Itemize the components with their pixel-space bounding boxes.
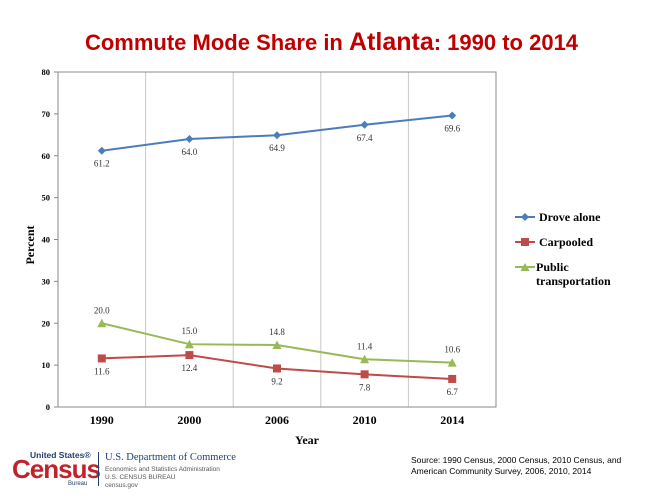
logo-bureau: Bureau xyxy=(68,481,88,487)
drove-alone-point xyxy=(360,120,369,129)
title-rest: : 1990 to 2014 xyxy=(433,30,579,55)
public-transportation-data-label: 10.6 xyxy=(444,345,460,355)
source-line-2: American Community Survey, 2006, 2010, 2… xyxy=(411,466,592,476)
legend: Drove alone Carpooled Public transportat… xyxy=(515,210,611,288)
carpooled-point xyxy=(360,370,369,379)
x-tick-label: 2010 xyxy=(353,413,377,427)
gridlines xyxy=(145,72,409,407)
logo-census: Census xyxy=(12,454,101,484)
chart-title: Commute Mode Share in Atlanta: 1990 to 2… xyxy=(0,28,663,57)
drove-alone-point xyxy=(448,111,457,120)
y-axis-label: Percent xyxy=(23,225,37,264)
drove-alone-point xyxy=(97,146,106,155)
legend-carpooled-marker xyxy=(521,238,529,246)
carpooled-data-label: 11.6 xyxy=(94,366,110,376)
carpooled-data-label: 9.2 xyxy=(271,376,282,386)
x-tick-label: 2006 xyxy=(265,413,289,427)
carpooled-data-label: 7.8 xyxy=(359,382,371,392)
logo-department: U.S. Department of Commerce xyxy=(105,452,236,463)
line-chart: 0 10 20 30 40 50 60 70 80 1990 2000 2006 2010 2014 6… xyxy=(23,67,611,447)
x-axis-label: Year xyxy=(295,433,320,447)
title-main: Commute Mode Share in xyxy=(84,30,349,55)
logo-divider xyxy=(98,452,99,486)
y-tick-label: 70 xyxy=(42,109,51,119)
y-tick-label: 30 xyxy=(42,276,51,286)
y-tick-label: 10 xyxy=(42,360,51,370)
source-line-1: Source: 1990 Census, 2000 Census, 2010 C… xyxy=(411,455,622,465)
carpooled-data-label: 12.4 xyxy=(182,363,198,373)
legend-public-marker xyxy=(520,263,530,271)
logo-line-1: Economics and Statistics Administration xyxy=(105,466,220,473)
carpooled-point xyxy=(97,354,106,363)
legend-public-label-2: transportation xyxy=(536,274,611,288)
carpooled-point xyxy=(448,374,457,383)
title-city: Atlanta xyxy=(349,28,434,56)
series-group: 61.2 64.0 64.9 67.4 69.6 11.6 12.4 9.2 7.8 6.7 20.… xyxy=(94,111,461,397)
y-tick-label: 60 xyxy=(42,151,51,161)
public-transportation-data-label: 11.4 xyxy=(357,341,373,351)
y-tick-label: 50 xyxy=(42,193,51,203)
public-transportation-point xyxy=(360,354,370,364)
y-tick-label: 0 xyxy=(46,402,50,412)
drove-alone-data-label: 64.0 xyxy=(182,147,198,157)
drove-alone-data-label: 61.2 xyxy=(94,159,110,169)
carpooled-point xyxy=(185,351,194,360)
public-transportation-point xyxy=(272,340,282,350)
public-transportation-data-label: 20.0 xyxy=(94,305,110,315)
legend-carpooled-label: Carpooled xyxy=(539,235,593,249)
drove-alone-point xyxy=(273,131,281,140)
source-note: Source: 1990 Census, 2000 Census, 2010 C… xyxy=(411,455,656,477)
public-transportation-point xyxy=(184,339,194,349)
drove-alone-point xyxy=(185,135,194,143)
drove-alone-data-label: 69.6 xyxy=(444,124,460,134)
logo-united-states: United States® xyxy=(30,450,91,460)
carpooled-point xyxy=(273,364,281,373)
y-tick-label: 20 xyxy=(42,318,51,328)
legend-public-label-1: Public xyxy=(536,260,569,274)
legend-drove-alone-marker xyxy=(521,213,529,221)
y-tick-labels: 0 10 20 30 40 50 60 70 80 xyxy=(42,67,58,412)
x-tick-label: 1990 xyxy=(90,413,114,427)
carpooled-data-label: 6.7 xyxy=(447,387,459,397)
y-tick-label: 80 xyxy=(42,67,51,77)
x-tick-label: 2014 xyxy=(440,413,464,427)
drove-alone-data-label: 64.9 xyxy=(269,143,285,153)
public-transportation-point xyxy=(447,358,457,367)
public-transportation-data-label: 14.8 xyxy=(269,327,285,337)
public-transportation-point xyxy=(97,318,107,328)
logo-line-2: U.S. CENSUS BUREAU xyxy=(105,474,176,481)
legend-drove-alone-label: Drove alone xyxy=(539,210,601,224)
logo-line-3: census.gov xyxy=(105,482,138,489)
y-tick-label: 40 xyxy=(42,235,51,245)
drove-alone-data-label: 67.4 xyxy=(357,133,373,143)
x-tick-label: 2000 xyxy=(177,413,201,427)
public-transportation-data-label: 15.0 xyxy=(182,326,198,336)
x-tick-labels: 1990 2000 2006 2010 2014 xyxy=(90,413,464,427)
